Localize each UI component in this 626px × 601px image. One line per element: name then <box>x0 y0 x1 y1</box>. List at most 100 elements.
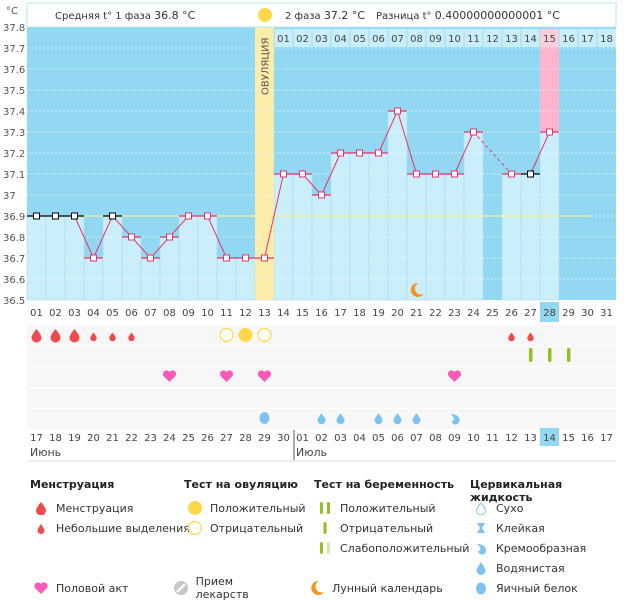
legend-ovulation-test: Тест на овуляцию Положительный Отрицател… <box>184 478 306 538</box>
calendar-date-label: 05 <box>372 433 385 444</box>
temp-bar <box>121 236 142 301</box>
phase2-day-label: 09 <box>429 34 442 45</box>
temp-point <box>71 212 78 220</box>
phase1-avg-label: Средняя t° 1 фаза 36.8 °C <box>55 9 196 22</box>
calendar-date-label: 30 <box>277 433 290 444</box>
ovulation-column <box>255 3 274 300</box>
y-tick-label: 37.1 <box>3 170 25 181</box>
y-tick-label: 36.5 <box>3 296 25 307</box>
calendar-date-label: 06 <box>391 433 404 444</box>
watery-drop-icon <box>393 413 402 425</box>
y-tick-label: 36.9 <box>3 212 25 223</box>
y-tick-label: 37.7 <box>3 44 25 55</box>
temp-point <box>470 128 477 136</box>
temp-point <box>223 254 230 262</box>
symbol-row <box>27 346 616 366</box>
calendar-date-label: 18 <box>49 433 62 444</box>
symbol-row <box>27 388 616 408</box>
sticky-icon <box>477 523 485 533</box>
temp-bar <box>311 194 332 301</box>
phase2-day-label: 01 <box>277 34 290 45</box>
ovulation-positive-icon <box>188 501 202 515</box>
legend-item: Яичный белок <box>470 578 626 598</box>
calendar-date-label: 17 <box>30 433 43 444</box>
cycle-day-label: 13 <box>258 308 271 319</box>
cycle-day-label: 06 <box>125 308 138 319</box>
cycle-day-label: 10 <box>201 308 214 319</box>
temp-bar <box>330 152 351 301</box>
calendar-date-label: 12 <box>505 433 518 444</box>
legend-title: Тест на беременность <box>314 478 455 491</box>
temp-point <box>527 170 534 178</box>
phase2-day-label: 16 <box>562 34 575 45</box>
month-label: Июнь <box>30 446 61 459</box>
legend-item: Положительный <box>184 498 306 518</box>
legend-title: Тест на овуляцию <box>184 478 298 491</box>
symbol-row <box>27 367 616 387</box>
calendar-date-label: 15 <box>562 433 575 444</box>
legend-item: Половой акт <box>30 578 152 598</box>
cycle-day-label: 21 <box>410 308 423 319</box>
cycle-day-label: 28 <box>543 308 556 319</box>
pregnancy-negative-icon <box>323 522 327 534</box>
symbol-row <box>27 325 616 345</box>
bbt-chart: °C Средняя t° 1 фаза 36.8 °C 2 фаза 37.2… <box>3 2 617 462</box>
watery-drop-icon <box>476 562 486 575</box>
cycle-day-label: 14 <box>277 308 290 319</box>
y-tick-label: 36.8 <box>3 233 25 244</box>
legend-other: Половой акт Прием лекарств Лунный календ… <box>30 575 461 601</box>
phase2-day-label: 11 <box>467 34 480 45</box>
pregnancy-faint-icon <box>320 542 330 554</box>
cycle-day-label: 22 <box>429 308 442 319</box>
temp-line-segment <box>530 131 550 175</box>
temp-point <box>147 254 154 262</box>
temp-bar <box>387 110 408 301</box>
calendar-date-label: 25 <box>182 433 195 444</box>
temp-line-segment <box>378 110 398 154</box>
legend-pregnancy-test: Тест на беременность Положительный Отриц… <box>314 478 469 558</box>
phase2-day-label: 05 <box>353 34 366 45</box>
legend-item: Слабоположительный <box>314 538 469 558</box>
calendar-date-label: 27 <box>220 433 233 444</box>
calendar-date-label: 26 <box>201 433 214 444</box>
cycle-day-label: 25 <box>486 308 499 319</box>
cycle-day-label: 11 <box>220 308 233 319</box>
today-cycle-cell <box>540 302 559 322</box>
egg-white-icon <box>259 412 270 424</box>
temp-point <box>413 170 420 178</box>
today-date-cell <box>540 428 559 446</box>
ovulation-negative-icon <box>187 520 203 536</box>
ovulation-negative-icon <box>257 327 272 343</box>
legend: Менструация Менструация Небольшие выделе… <box>0 478 626 601</box>
calendar-date-label: 22 <box>125 433 138 444</box>
temp-point <box>33 212 40 220</box>
legend-cervical-fluid: Цервикальная жидкость Сухо Клейкая Кремо… <box>470 478 626 598</box>
legend-menstruation: Менструация Менструация Небольшие выделе… <box>30 478 190 538</box>
temp-point <box>204 212 211 220</box>
temp-point <box>432 170 439 178</box>
temp-point <box>109 212 116 220</box>
ovulation-positive-icon <box>238 328 253 342</box>
moon-icon <box>410 282 424 297</box>
cycle-day-label: 30 <box>581 308 594 319</box>
egg-white-icon <box>476 582 486 595</box>
pregnancy-negative-icon <box>567 348 571 362</box>
creamy-icon <box>477 544 487 555</box>
blood-drop-icon <box>31 329 42 343</box>
small-blood-drop-icon <box>37 524 45 534</box>
calendar-date-label: 04 <box>353 433 366 444</box>
calendar-date-label: 14 <box>543 433 556 444</box>
legend-item: Сухо <box>470 498 626 518</box>
calendar-date-label: 28 <box>239 433 252 444</box>
phase2-day-label: 15 <box>543 34 556 45</box>
y-tick-label: 37.2 <box>3 149 25 160</box>
calendar-date-label: 23 <box>144 433 157 444</box>
legend-title: Менструация <box>30 478 115 491</box>
temp-point <box>375 149 382 157</box>
temp-point <box>185 212 192 220</box>
calendar-date-label: 09 <box>448 433 461 444</box>
watery-drop-icon <box>374 413 383 425</box>
phase2-day-label: 02 <box>296 34 309 45</box>
temp-point <box>280 170 287 178</box>
ovulation-negative-icon <box>219 327 234 343</box>
